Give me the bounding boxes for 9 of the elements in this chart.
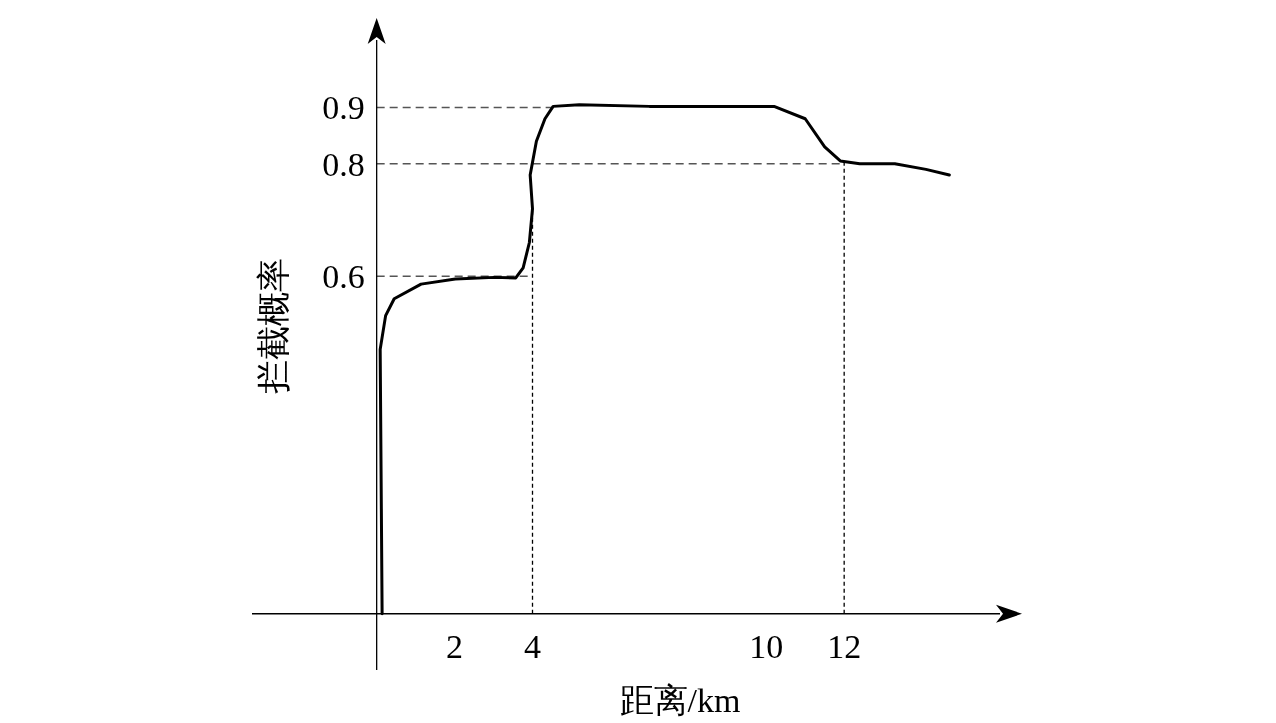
x-tick-label: 10	[749, 627, 784, 665]
y-tick-label: 0.9	[322, 89, 365, 127]
x-tick-label: 2	[446, 627, 464, 665]
x-tick-label: 4	[524, 627, 541, 665]
y-tick-label: 0.8	[322, 145, 365, 183]
y-axis-title: 拦截概率	[255, 258, 292, 394]
x-tick-label: 12	[827, 627, 862, 665]
x-axis-title: 距离/km	[619, 682, 741, 719]
y-tick-label: 0.6	[322, 258, 365, 296]
